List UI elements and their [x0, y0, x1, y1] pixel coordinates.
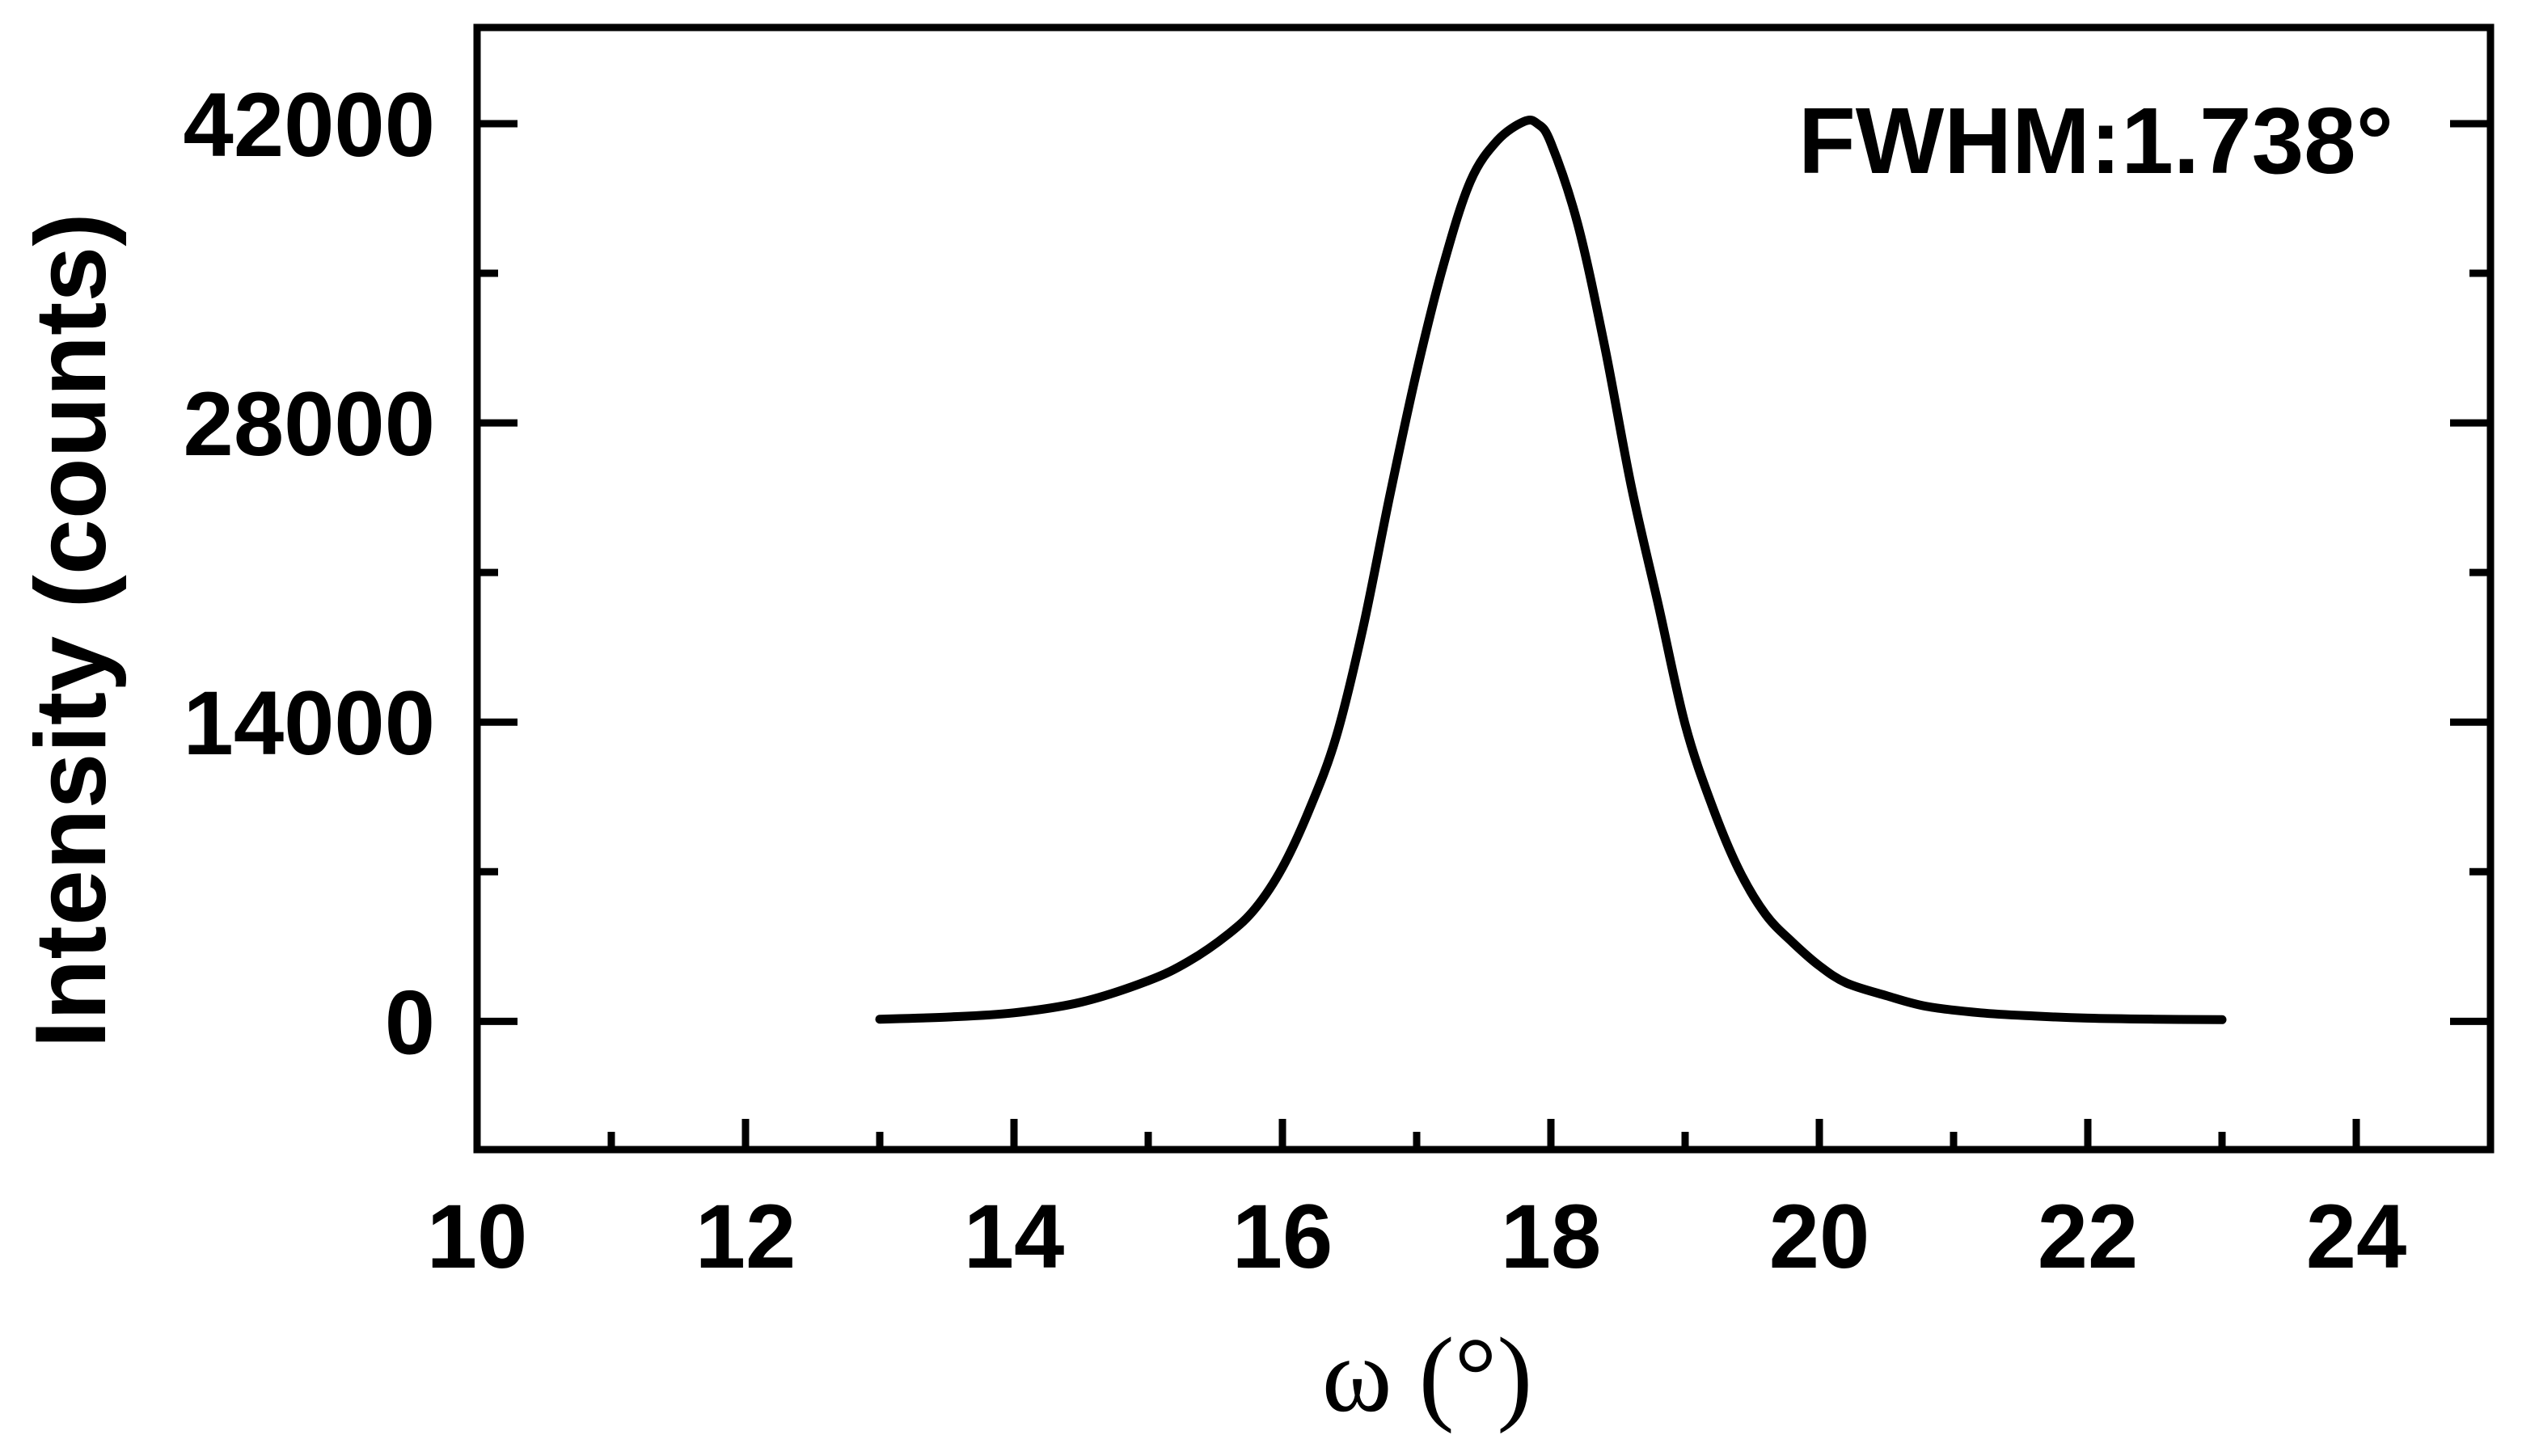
- x-tick-label: 14: [964, 1186, 1065, 1287]
- y-tick-labels: 0 14000 28000 42000: [184, 74, 435, 1073]
- annotation-fwhm: FWHM:1.738°: [1798, 88, 2393, 193]
- plot-frame: [473, 23, 2495, 1154]
- x-tick-label: 10: [427, 1186, 528, 1287]
- x-tick-labels: 10 12 14 16 18 20 22 24: [427, 1186, 2407, 1287]
- x-tick-label: 12: [695, 1186, 796, 1287]
- y-axis-title: Intensity (counts): [15, 213, 127, 1048]
- x-tick-label: 20: [1769, 1186, 1870, 1287]
- y-tick-label: 0: [385, 972, 435, 1073]
- series-line: [875, 115, 2227, 1024]
- x-tick-label: 16: [1232, 1186, 1333, 1287]
- x-tick-label: 24: [2306, 1186, 2407, 1287]
- y-tick-label: 42000: [184, 74, 435, 175]
- y-tick-label: 14000: [184, 673, 435, 774]
- x-tick-label: 22: [2038, 1186, 2139, 1287]
- y-tick-label: 28000: [184, 373, 435, 475]
- x-tick-label: 18: [1501, 1186, 1602, 1287]
- ticks: [473, 120, 2490, 1150]
- x-axis-title: ω (°): [1322, 1315, 1533, 1434]
